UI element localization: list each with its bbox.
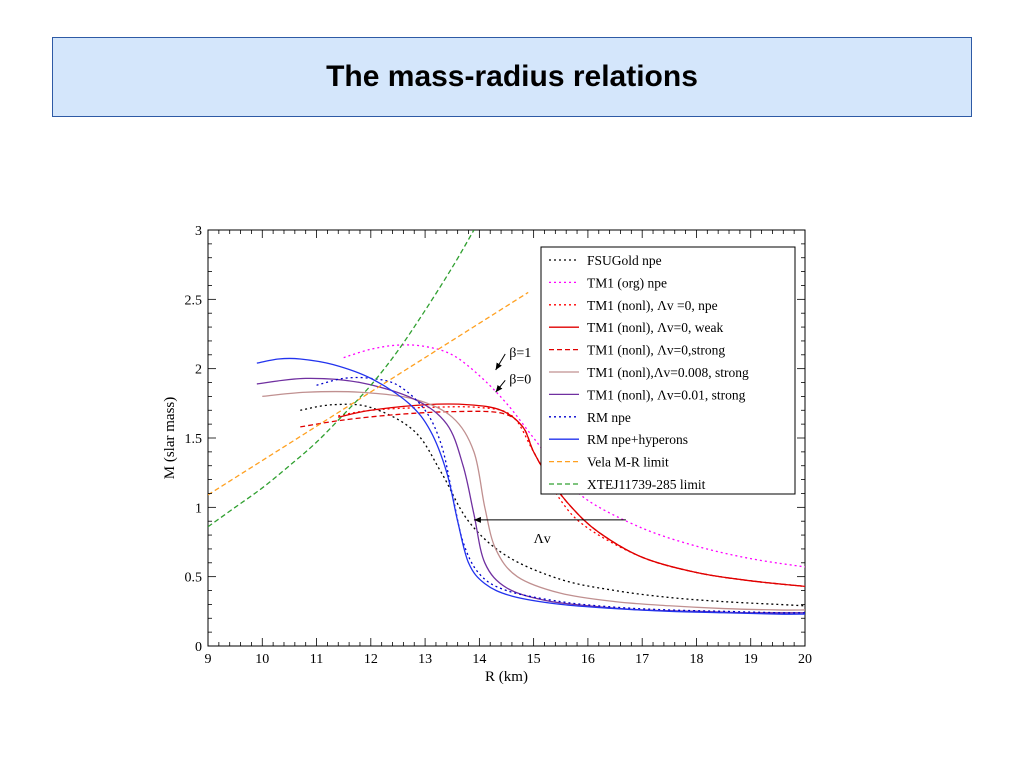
y-tick-label: 1 bbox=[195, 501, 202, 516]
y-tick-label: 2.5 bbox=[185, 293, 203, 308]
legend-label-8: RM npe+hyperons bbox=[587, 432, 688, 447]
x-tick-label: 12 bbox=[364, 652, 378, 667]
series-line-0 bbox=[300, 403, 805, 607]
y-tick-label: 0.5 bbox=[185, 571, 203, 586]
legend-label-3: TM1 (nonl), Λv=0, weak bbox=[587, 320, 724, 335]
x-tick-label: 19 bbox=[744, 652, 758, 667]
series-line-10 bbox=[208, 230, 475, 528]
y-tick-label: 2 bbox=[195, 363, 202, 378]
x-tick-label: 9 bbox=[205, 652, 212, 667]
annotation-label-2: Λv bbox=[534, 532, 551, 547]
x-tick-label: 20 bbox=[798, 652, 812, 667]
legend-label-2: TM1 (nonl), Λv =0, npe bbox=[587, 298, 718, 313]
legend-label-9: Vela M-R limit bbox=[587, 455, 669, 470]
annotation-label-1: β=0 bbox=[509, 372, 531, 387]
x-tick-label: 11 bbox=[310, 652, 323, 667]
x-tick-label: 17 bbox=[635, 652, 649, 667]
mass-radius-chart: 9 10 11 12 13 14 15 16 17 18 19 20 0 0.5 1 1.5 2 2.5 3 β=1… bbox=[162, 224, 813, 685]
y-tick-label: 3 bbox=[195, 224, 202, 239]
x-tick-label: 13 bbox=[418, 652, 432, 667]
x-tick-label: 15 bbox=[527, 652, 541, 667]
x-tick-label: 14 bbox=[472, 652, 486, 667]
legend-box bbox=[540, 246, 796, 495]
series-line-8 bbox=[256, 357, 805, 615]
x-axis-label: R (km) bbox=[485, 669, 528, 685]
annotation-label-0: β=1 bbox=[509, 346, 531, 361]
legend-label-0: FSUGold npe bbox=[587, 253, 662, 268]
x-tick-label: 18 bbox=[689, 652, 703, 667]
legend-label-1: TM1 (org) npe bbox=[587, 275, 667, 290]
title-banner: The mass-radius relations bbox=[52, 37, 972, 117]
legend: FSUGold npe TM1 (org) npe TM1 (nonl), Λv =… bbox=[540, 246, 796, 495]
annotation-layer: β=1 β=0 Λv bbox=[473, 346, 626, 547]
page-title: The mass-radius relations bbox=[326, 60, 698, 93]
series-line-9 bbox=[208, 291, 529, 496]
legend-label-7: RM npe bbox=[587, 410, 631, 425]
legend-label-5: TM1 (nonl),Λv=0.008, strong bbox=[587, 365, 749, 380]
x-tick-label: 10 bbox=[255, 652, 269, 667]
y-tick-label: 0 bbox=[195, 640, 202, 655]
x-tick-label: 16 bbox=[581, 652, 595, 667]
annotation-arrow-0 bbox=[495, 353, 506, 371]
series-line-5 bbox=[262, 390, 805, 611]
legend-label-4: TM1 (nonl), Λv=0,strong bbox=[587, 343, 725, 358]
y-tick-label: 1.5 bbox=[185, 432, 203, 447]
legend-label-10: XTEJ11739-285 limit bbox=[587, 477, 706, 492]
ticks-layer: 9 10 11 12 13 14 15 16 17 18 19 20 0 0.5 1 1.5 2 2.5 3 bbox=[185, 224, 813, 667]
series-line-6 bbox=[256, 377, 805, 614]
series-line-1 bbox=[343, 344, 805, 568]
annotation-arrow-1 bbox=[495, 380, 506, 393]
y-axis-label: M (slar mass) bbox=[162, 397, 178, 480]
legend-label-6: TM1 (nonl), Λv=0.01, strong bbox=[587, 387, 746, 402]
